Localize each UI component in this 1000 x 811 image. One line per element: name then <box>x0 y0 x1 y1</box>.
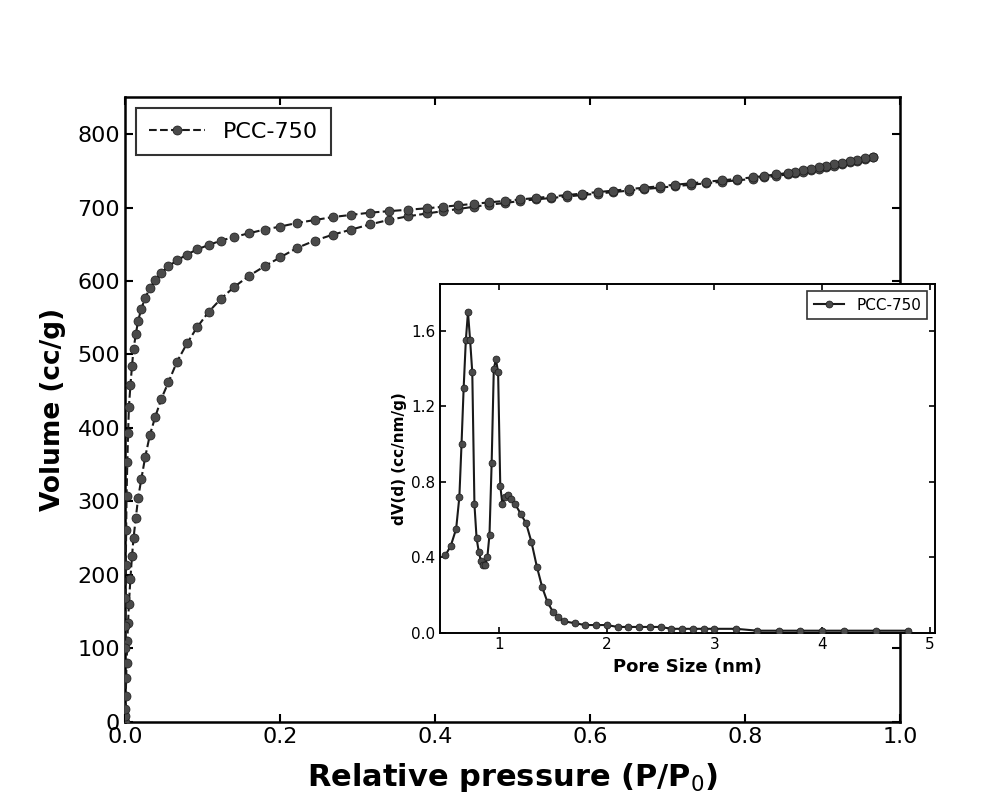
Line: PCC-750: PCC-750 <box>442 309 912 634</box>
Y-axis label: Volume (cc/g): Volume (cc/g) <box>40 308 66 511</box>
PCC-750 <box>460 336 472 345</box>
PCC-750 <box>149 412 161 422</box>
PCC-750 <box>607 187 619 197</box>
PCC-750 <box>439 551 451 560</box>
PCC-750 <box>119 717 131 727</box>
Legend: PCC-750: PCC-750 <box>136 109 331 155</box>
PCC-750 <box>561 191 573 201</box>
PCC-750 <box>468 500 480 509</box>
PCC-750 <box>126 551 138 561</box>
X-axis label: Pore Size (nm): Pore Size (nm) <box>613 658 762 676</box>
PCC-750 <box>215 294 227 303</box>
PCC-750 <box>450 524 462 534</box>
PCC-750 <box>462 307 474 317</box>
Y-axis label: dV(d) (cc/nm/g): dV(d) (cc/nm/g) <box>392 392 407 525</box>
X-axis label: Relative pressure (P/P$_0$): Relative pressure (P/P$_0$) <box>307 761 718 793</box>
PCC-750 <box>867 152 879 161</box>
Legend: PCC-750: PCC-750 <box>807 291 927 319</box>
PCC-750 <box>483 200 495 209</box>
Line: PCC-750: PCC-750 <box>120 152 877 727</box>
PCC-750 <box>902 626 914 636</box>
PCC-750 <box>481 552 493 562</box>
PCC-750 <box>751 626 763 636</box>
PCC-750 <box>633 622 645 632</box>
PCC-750 <box>531 562 543 572</box>
